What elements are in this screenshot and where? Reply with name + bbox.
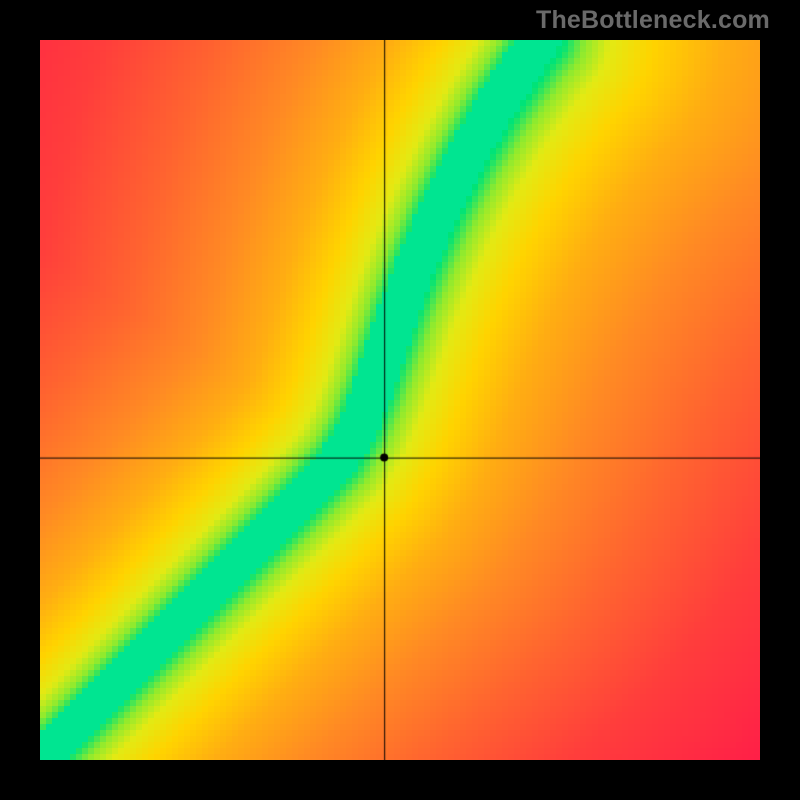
watermark-text: TheBottleneck.com — [536, 6, 770, 35]
crosshair-overlay — [40, 40, 760, 760]
heatmap-plot — [40, 40, 760, 760]
